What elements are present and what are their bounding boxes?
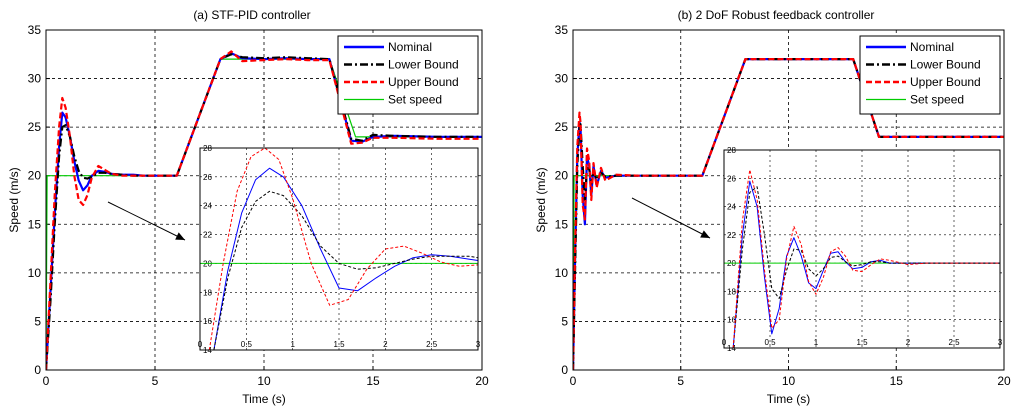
legend-label: Set speed — [388, 93, 442, 107]
x-axis-label: Time (s) — [767, 392, 811, 406]
y-tick-label: 35 — [555, 23, 569, 37]
inset-x-tick-label: 1 — [814, 338, 819, 347]
inset-series-line-upper-bound — [208, 148, 478, 350]
inset-frame — [199, 147, 479, 351]
x-tick-label: 15 — [366, 374, 380, 388]
x-tick-label: 20 — [997, 374, 1011, 388]
chart-title: (a) STF-PID controller — [193, 8, 310, 22]
inset-x-tick-label: 2.5 — [426, 340, 438, 349]
inset-series-group — [724, 169, 1000, 348]
legend-label: Lower Bound — [388, 58, 459, 72]
inset-series-line-lower-bound — [732, 186, 1000, 348]
inset-frame — [723, 149, 1001, 349]
plot-frame — [572, 29, 1005, 371]
zoom-arrow — [631, 197, 711, 239]
y-tick-label: 20 — [28, 169, 42, 183]
chart-title: (b) 2 DoF Robust feedback controller — [678, 8, 875, 22]
legend-label: Lower Bound — [910, 58, 981, 72]
inset-x-tick-label: 2.5 — [948, 338, 960, 347]
inset-x-tick-label: 1.5 — [333, 340, 345, 349]
y-tick-label: 10 — [28, 266, 42, 280]
y-tick-label: 15 — [28, 217, 42, 231]
inset-series-line-upper-bound — [732, 169, 1000, 348]
inset-y-tick-label: 20 — [203, 259, 212, 268]
inset-y-tick-label: 24 — [727, 203, 736, 212]
x-axis-label: Time (s) — [242, 392, 286, 406]
inset-series-line-lower-bound — [213, 190, 478, 350]
y-tick-label: 25 — [28, 120, 42, 134]
y-tick-label: 35 — [28, 23, 42, 37]
x-tick-label: 20 — [475, 374, 489, 388]
series-group — [573, 57, 1004, 370]
x-tick-label: 0 — [43, 374, 50, 388]
zoom-arrow — [107, 201, 186, 241]
inset-series-line-nominal — [213, 167, 478, 350]
legend-box — [859, 35, 1001, 115]
inset-y-tick-label: 18 — [727, 287, 736, 296]
inset-x-tick-label: 1 — [290, 340, 295, 349]
y-tick-label: 20 — [555, 169, 569, 183]
legend-label: Nominal — [910, 40, 954, 54]
inset-y-tick-label: 22 — [727, 231, 736, 240]
inset-y-tick-label: 24 — [203, 202, 212, 211]
y-tick-label: 30 — [28, 72, 42, 86]
legend-label: Upper Bound — [910, 75, 981, 89]
inset-area — [723, 149, 1001, 349]
y-tick-label: 0 — [561, 363, 568, 377]
x-tick-label: 15 — [890, 374, 904, 388]
inset-y-tick-label: 22 — [203, 231, 212, 240]
plot-frame — [45, 29, 483, 371]
x-tick-label: 5 — [677, 374, 684, 388]
y-tick-label: 10 — [555, 266, 569, 280]
inset-y-tick-label: 26 — [203, 173, 212, 182]
chart-legend: Nominal Lower Bound Upper Bound Set speed — [337, 35, 479, 115]
inset-x-tick-label: 0.5 — [241, 340, 253, 349]
chart-legend: Nominal Lower Bound Upper Bound Set speed — [859, 35, 1001, 115]
zoom-arrow-head — [700, 230, 710, 238]
legend-label: Upper Bound — [388, 75, 459, 89]
y-tick-label: 0 — [34, 363, 41, 377]
inset-x-tick-label: 1.5 — [856, 338, 868, 347]
chart-panel-b: 0 5 10 15 20 0 5 10 15 20 25 30 35 (b) 2 DoF Robust f… — [534, 8, 1011, 406]
inset-series-group — [200, 148, 478, 350]
y-tick-label: 5 — [34, 314, 41, 328]
inset-x-tick-label: 2 — [906, 338, 911, 347]
x-tick-label: 10 — [782, 374, 796, 388]
y-tick-label: 5 — [561, 314, 568, 328]
inset-y-tick-label: 16 — [203, 317, 212, 326]
y-tick-label: 15 — [555, 217, 569, 231]
x-tick-label: 0 — [570, 374, 577, 388]
inset-x-tick-label: 2 — [383, 340, 388, 349]
inset-y-tick-label: 20 — [727, 259, 736, 268]
legend-label: Set speed — [910, 93, 964, 107]
inset-y-tick-label: 16 — [727, 316, 736, 325]
inset-y-tick-label: 26 — [727, 174, 736, 183]
x-tick-label: 5 — [152, 374, 159, 388]
y-axis-label: Speed (m/s) — [7, 167, 21, 232]
zoom-arrow-head — [175, 232, 185, 240]
series-line-upper-bound — [573, 57, 1004, 370]
inset-x-tick-label: 0.5 — [764, 338, 776, 347]
x-tick-label: 10 — [257, 374, 271, 388]
y-tick-label: 25 — [555, 120, 569, 134]
legend-box — [337, 35, 479, 115]
legend-label: Nominal — [388, 40, 432, 54]
y-tick-label: 30 — [555, 72, 569, 86]
inset-y-tick-label: 18 — [203, 288, 212, 297]
chart-panel-a: 0 5 10 15 20 0 5 10 15 20 25 30 35 (a) STF-PID contro… — [7, 8, 489, 406]
y-axis-label: Speed (m/s) — [534, 167, 548, 232]
